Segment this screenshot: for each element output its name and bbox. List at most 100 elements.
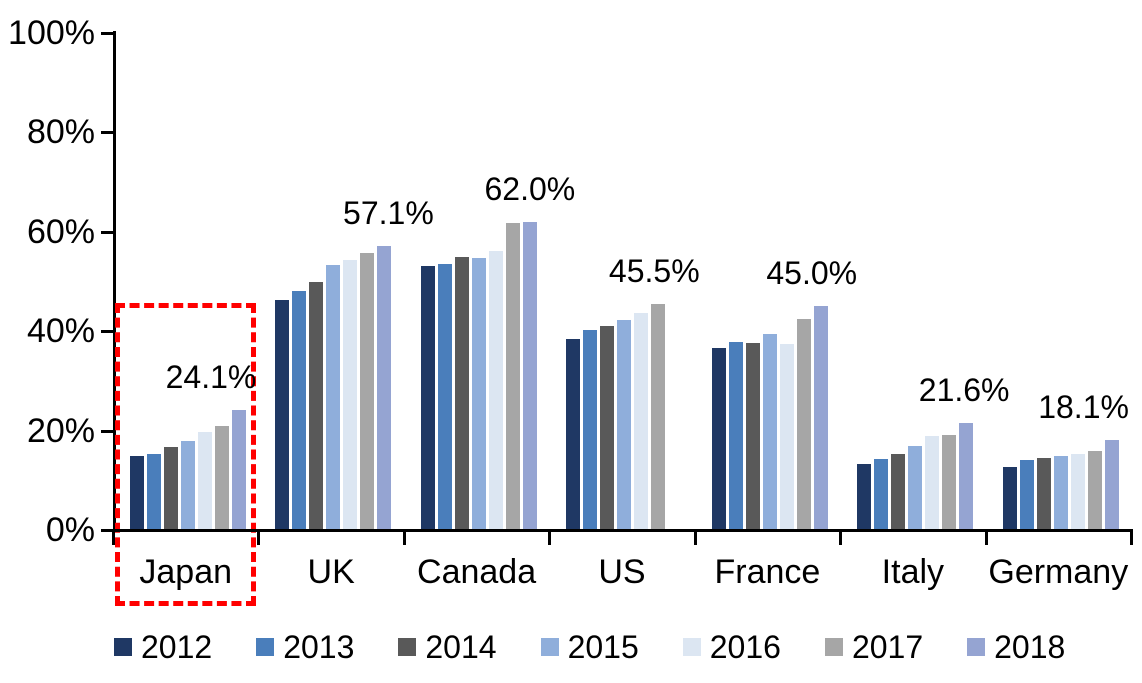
bar-japan-2013 <box>147 454 161 530</box>
bar-germany-2018 <box>1104 440 1119 530</box>
bar-italy-2013 <box>874 459 889 530</box>
bar-france-2017 <box>796 319 811 530</box>
y-axis-tick-label: 100% <box>8 14 95 52</box>
bar-canada-2016 <box>488 250 503 530</box>
x-axis-tick <box>548 530 552 545</box>
highlight-box-japan <box>115 303 256 606</box>
data-label-italy: 21.6% <box>918 371 1010 408</box>
bar-italy-2017 <box>942 435 957 530</box>
bar-canada-2017 <box>505 223 520 530</box>
x-axis-category-label-france: France <box>714 553 821 591</box>
legend-swatch-2017 <box>824 638 843 656</box>
data-label-uk: 57.1% <box>343 195 434 232</box>
bar-uk-2017 <box>360 253 375 530</box>
bar-japan-2017 <box>215 425 229 530</box>
x-axis-tick <box>984 530 988 545</box>
bar-uk-2014 <box>309 281 324 530</box>
bar-france-2012 <box>711 348 726 530</box>
x-axis-tick <box>112 530 115 545</box>
y-axis-tick-label: 0% <box>45 511 95 549</box>
bar-italy-2018 <box>959 422 974 530</box>
legend-swatch-2016 <box>682 638 701 656</box>
bar-france-2018 <box>813 306 828 530</box>
bar-japan-2014 <box>164 446 178 530</box>
bar-germany-2012 <box>1002 467 1017 530</box>
data-label-us: 45.5% <box>608 252 700 289</box>
y-axis-tick <box>101 32 113 35</box>
bar-italy-2014 <box>891 453 906 530</box>
bar-uk-2013 <box>292 291 307 530</box>
y-axis-tick <box>101 529 113 532</box>
bar-uk-2012 <box>275 299 290 530</box>
bar-france-2014 <box>745 342 760 530</box>
bar-canada-2018 <box>522 221 537 530</box>
bar-us-2014 <box>600 325 615 530</box>
y-axis-tick <box>101 230 113 234</box>
legend-swatch-2018 <box>967 638 986 656</box>
legend-item-2016: 2016 <box>682 629 781 665</box>
y-axis-tick-label: 20% <box>26 411 95 450</box>
bar-us-2016 <box>634 312 649 530</box>
bar-us-2013 <box>583 330 598 530</box>
x-axis-tick <box>402 530 406 545</box>
x-axis-category-label-uk: UK <box>307 553 355 591</box>
y-axis-tick <box>101 330 113 334</box>
bar-uk-2016 <box>343 259 358 530</box>
bar-italy-2015 <box>908 446 923 530</box>
x-axis-category-label-canada: Canada <box>417 553 537 591</box>
legend-label: 2016 <box>709 629 781 665</box>
legend-label: 2015 <box>567 629 639 665</box>
legend-label: 2014 <box>425 629 497 665</box>
data-label-germany: 18.1% <box>1038 389 1129 426</box>
x-axis-tick <box>839 530 843 545</box>
y-axis-tick-label: 40% <box>26 312 95 351</box>
legend-swatch-2014 <box>398 638 417 656</box>
x-axis-category-label-germany: Germany <box>988 553 1129 591</box>
x-axis-tick <box>693 530 697 545</box>
bar-japan-2016 <box>198 431 212 530</box>
bar-germany-2017 <box>1087 451 1102 530</box>
x-axis-category-label-japan: Japan <box>139 553 233 591</box>
bar-canada-2015 <box>471 258 486 530</box>
bar-us-2017 <box>651 303 666 530</box>
data-label-france: 45.0% <box>766 255 858 292</box>
legend-item-2017: 2017 <box>824 629 924 665</box>
legend-item-2015: 2015 <box>540 629 639 665</box>
bar-us-2015 <box>617 320 632 530</box>
x-axis-tick <box>257 530 261 545</box>
y-axis-line <box>113 31 116 532</box>
bar-uk-2018 <box>377 246 392 530</box>
bar-germany-2014 <box>1036 458 1051 530</box>
data-label-canada: 62.0% <box>484 170 576 207</box>
legend-swatch-2015 <box>540 638 559 656</box>
bar-germany-2015 <box>1053 456 1068 530</box>
x-axis-category-label-us: US <box>598 553 646 591</box>
legend-item-2014: 2014 <box>398 629 497 665</box>
y-axis-tick <box>101 131 113 135</box>
legend-label: 2013 <box>283 629 355 665</box>
bar-canada-2014 <box>454 256 469 530</box>
data-label-japan: 24.1% <box>165 359 257 396</box>
x-axis-tick <box>1130 530 1133 545</box>
y-axis-tick-label: 80% <box>26 113 95 152</box>
bar-germany-2016 <box>1070 453 1085 530</box>
legend-item-2013: 2013 <box>256 629 354 665</box>
legend-swatch-2013 <box>256 638 275 656</box>
bar-italy-2016 <box>925 436 940 530</box>
legend-label: 2018 <box>994 629 1066 665</box>
legend-swatch-2012 <box>114 638 132 656</box>
legend-label: 2012 <box>141 629 213 665</box>
chart-legend: 2012 2013 2014 2015 2016 2017 2018 <box>114 629 1065 665</box>
bar-france-2013 <box>728 342 743 530</box>
legend-label: 2017 <box>851 629 924 665</box>
bar-canada-2012 <box>420 266 435 530</box>
bar-uk-2015 <box>326 264 341 530</box>
x-axis-line <box>111 529 1133 532</box>
legend-item-2018: 2018 <box>967 629 1065 665</box>
bar-japan-2018 <box>232 410 246 530</box>
bar-italy-2012 <box>857 463 872 530</box>
bar-france-2015 <box>762 333 777 530</box>
x-axis-category-label-italy: Italy <box>881 553 945 591</box>
y-axis-tick-label: 60% <box>26 212 95 251</box>
bar-canada-2013 <box>437 264 452 530</box>
